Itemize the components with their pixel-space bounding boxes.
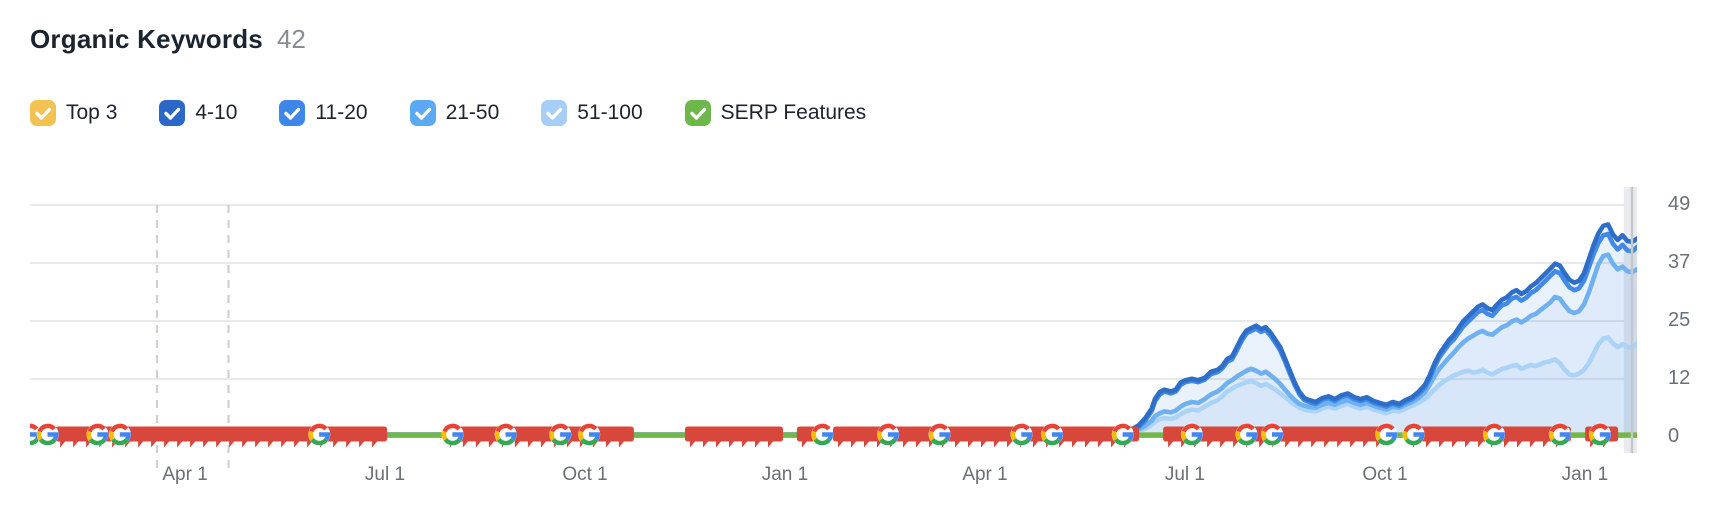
current-value-band <box>1623 187 1637 453</box>
area-fill-21-50 <box>30 254 1637 437</box>
legend-item-11-20[interactable]: 11-20 <box>279 100 368 126</box>
x-axis-label: Jan 1 <box>761 464 809 485</box>
series-line-4-10[interactable] <box>30 222 1637 437</box>
google-update-note-icon[interactable] <box>613 426 634 448</box>
google-logo-icon[interactable] <box>441 423 464 446</box>
google-logo-icon[interactable] <box>811 423 834 446</box>
legend-item-label: Top 3 <box>66 101 118 124</box>
area-fill-4-10 <box>30 224 1637 437</box>
y-axis-label: 49 <box>1668 193 1691 215</box>
x-axis-label: Jul 1 <box>1164 464 1205 485</box>
panel-header: Organic Keywords 42 <box>30 24 306 55</box>
google-logo-icon[interactable] <box>1180 423 1203 446</box>
google-logo-icon[interactable] <box>1010 423 1033 446</box>
google-update-note-icon[interactable] <box>763 426 783 448</box>
x-axis-label: Oct 1 <box>1362 464 1408 485</box>
google-update-note-icon[interactable] <box>367 426 388 448</box>
google-logo-icon[interactable] <box>1375 423 1398 446</box>
checkbox-checked-icon[interactable] <box>684 100 711 126</box>
x-axis-label: Apr 1 <box>162 464 208 485</box>
google-logo-icon[interactable] <box>1548 423 1571 446</box>
y-axis-label: 12 <box>1668 367 1691 389</box>
legend-item-21-50[interactable]: 21-50 <box>409 100 500 126</box>
checkbox-checked-icon[interactable] <box>159 100 186 126</box>
legend-item-51-100[interactable]: 51-100 <box>541 100 643 126</box>
checkbox-checked-icon[interactable] <box>541 100 568 126</box>
page-title: Organic Keywords <box>30 24 263 54</box>
google-logo-icon[interactable] <box>1261 423 1284 446</box>
series-line-51-100[interactable] <box>30 335 1637 438</box>
google-logo-icon[interactable] <box>308 423 331 446</box>
legend: Top 3 4-10 11-20 21-50 51-100 SERP Features <box>30 100 866 126</box>
x-axis-label: Oct 1 <box>562 464 608 485</box>
x-axis-label: Jul 1 <box>364 464 406 485</box>
checkbox-checked-icon[interactable] <box>279 100 306 126</box>
plot-area[interactable] <box>30 183 1637 475</box>
y-axis-label: 37 <box>1668 251 1691 273</box>
google-logo-icon[interactable] <box>1111 423 1134 446</box>
checkbox-checked-icon[interactable] <box>30 100 56 126</box>
x-axis-label: Jan 1 <box>1561 464 1609 485</box>
google-logo-icon[interactable] <box>36 423 59 446</box>
google-logo-icon[interactable] <box>109 423 131 446</box>
legend-item-label: SERP Features <box>720 101 867 124</box>
series-line-21-50[interactable] <box>30 252 1637 438</box>
google-logo-icon[interactable] <box>578 423 601 446</box>
y-axis-label: 0 <box>1668 425 1680 447</box>
google-logo-icon[interactable] <box>1483 423 1505 446</box>
y-axis-label: 25 <box>1668 309 1691 331</box>
google-logo-icon[interactable] <box>1589 423 1611 446</box>
google-logo-icon[interactable] <box>877 423 900 446</box>
google-logo-icon[interactable] <box>494 423 517 446</box>
legend-item-serp-features[interactable]: SERP Features <box>684 100 867 126</box>
google-logo-icon[interactable] <box>86 423 109 446</box>
x-axis-label: Apr 1 <box>962 464 1008 485</box>
google-logo-icon[interactable] <box>1402 423 1425 446</box>
keywords-count-badge: 42 <box>276 24 306 54</box>
legend-item-label: 4-10 <box>195 101 238 124</box>
legend-item-4-10[interactable]: 4-10 <box>159 100 237 126</box>
area-fill-51-100 <box>30 337 1637 437</box>
google-logo-icon[interactable] <box>1235 423 1258 446</box>
legend-item-label: 51-100 <box>577 101 643 124</box>
google-logo-icon[interactable] <box>1041 423 1064 446</box>
google-logo-icon[interactable] <box>549 423 572 446</box>
legend-item-top-3[interactable]: Top 3 <box>30 100 117 126</box>
legend-item-label: 21-50 <box>445 101 500 124</box>
legend-item-label: 11-20 <box>315 101 368 124</box>
google-logo-icon[interactable] <box>928 423 951 446</box>
checkbox-checked-icon[interactable] <box>409 100 436 126</box>
